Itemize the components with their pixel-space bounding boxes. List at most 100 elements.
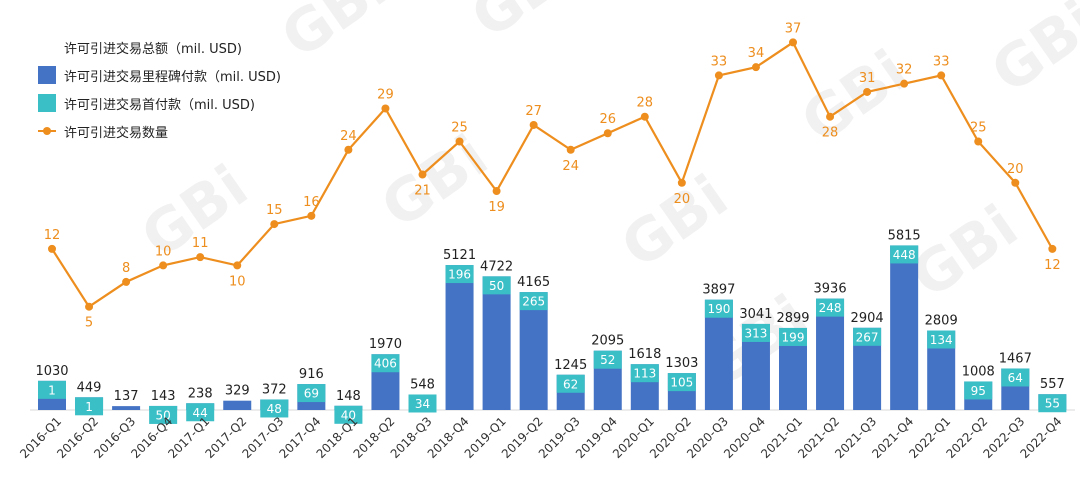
legend-label-milestone: 许可引进交易里程碑付款（mil. USD) — [64, 69, 282, 85]
legend-swatch-upfront — [38, 94, 56, 112]
upfront-bar — [593, 350, 622, 369]
legend-item-upfront: 许可引进交易首付款（mil. USD) — [38, 92, 281, 114]
total-value-label: 2899 — [776, 311, 809, 326]
count-point — [455, 137, 464, 146]
upfront-bar — [630, 364, 659, 383]
upfront-bar — [779, 327, 807, 346]
total-value-label: 3897 — [702, 283, 735, 298]
milestone-bar — [816, 298, 845, 410]
count-point — [85, 302, 94, 311]
total-value-label: 5815 — [888, 228, 921, 243]
upfront-bar — [260, 399, 289, 418]
total-value-label: 1970 — [369, 337, 402, 352]
upfront-bar — [334, 405, 363, 424]
upfront-bar — [853, 327, 882, 346]
watermark-text: GBi — [979, 0, 1080, 106]
milestone-bar — [704, 299, 733, 410]
upfront-bar — [964, 381, 993, 400]
total-value-label: 1467 — [999, 351, 1032, 366]
count-point — [974, 137, 983, 146]
upfront-value-label: 1 — [48, 383, 56, 397]
upfront-bar — [445, 265, 474, 284]
legend-swatch-total — [38, 38, 56, 56]
total-value-label: 5121 — [443, 248, 476, 263]
count-value-label: 31 — [859, 71, 876, 86]
upfront-bar — [75, 397, 104, 416]
total-value-label: 137 — [114, 389, 139, 404]
upfront-value-label: 105 — [670, 376, 693, 390]
upfront-bar — [186, 403, 215, 422]
total-value-label: 3041 — [739, 307, 772, 322]
upfront-value-label: 52 — [600, 353, 615, 367]
count-value-label: 33 — [933, 54, 950, 69]
count-point — [381, 104, 390, 113]
count-value-label: 8 — [122, 261, 130, 276]
upfront-value-label: 448 — [893, 248, 916, 262]
upfront-bar — [297, 384, 326, 403]
watermark-text: GBi — [269, 0, 400, 71]
count-point — [603, 129, 612, 138]
milestone-bar — [482, 276, 511, 410]
upfront-bar — [556, 374, 585, 393]
count-value-label: 24 — [562, 159, 579, 174]
upfront-value-label: 406 — [374, 357, 397, 371]
count-point — [233, 261, 242, 270]
watermark-text: GBi — [899, 192, 1030, 312]
upfront-value-label: 1 — [85, 400, 93, 414]
upfront-value-label: 50 — [156, 408, 171, 422]
legend-item-milestone: 许可引进交易里程碑付款（mil. USD) — [38, 64, 281, 86]
upfront-bar — [741, 323, 770, 342]
count-value-label: 26 — [599, 112, 616, 127]
upfront-bar — [927, 330, 956, 349]
upfront-bar — [816, 298, 845, 317]
total-value-label: 557 — [1040, 377, 1065, 392]
upfront-value-label: 134 — [930, 333, 953, 347]
watermark-text: GBi — [129, 152, 260, 272]
count-point — [48, 244, 56, 253]
count-value-label: 28 — [822, 126, 839, 141]
count-value-label: 32 — [896, 63, 913, 78]
total-value-label: 1030 — [35, 364, 68, 379]
legend-label-total: 许可引进交易总额（mil. USD) — [64, 41, 243, 57]
total-value-label: 1245 — [554, 358, 587, 373]
total-value-label: 548 — [410, 377, 435, 392]
upfront-bar — [704, 299, 733, 318]
count-value-label: 10 — [155, 244, 172, 259]
legend-item-total: 许可引进交易总额（mil. USD) — [38, 36, 281, 58]
count-value-label: 20 — [1007, 162, 1024, 177]
count-value-label: 29 — [377, 87, 394, 102]
watermark-text: GBi — [369, 122, 500, 242]
upfront-value-label: 69 — [304, 387, 319, 401]
upfront-value-label: 113 — [633, 367, 656, 381]
upfront-value-label: 95 — [971, 384, 986, 398]
count-point — [1011, 178, 1020, 187]
count-point — [418, 170, 427, 179]
count-point — [529, 120, 538, 129]
upfront-value-label: 34 — [415, 397, 430, 411]
upfront-bar — [1038, 394, 1067, 413]
total-value-label: 329 — [225, 384, 250, 399]
upfront-value-label: 50 — [489, 279, 504, 293]
upfront-bar — [667, 373, 696, 392]
count-value-label: 20 — [674, 192, 691, 207]
milestone-bar — [890, 245, 919, 410]
count-value-label: 28 — [637, 96, 654, 111]
upfront-value-label: 40 — [341, 408, 356, 422]
count-value-label: 34 — [748, 46, 765, 61]
count-value-label: 16 — [303, 195, 320, 210]
count-point — [714, 71, 723, 80]
count-value-label: 12 — [1044, 258, 1061, 273]
watermark-text: GBi — [609, 162, 740, 282]
upfront-value-label: 313 — [744, 326, 767, 340]
count-value-label: 37 — [785, 21, 802, 36]
count-point — [640, 112, 649, 121]
count-line-layer: 12 5 8 10 11 10 15 16 24 29 21 25 19 27 24 26 28 20 33 34 37… — [44, 21, 1061, 330]
upfront-value-label: 48 — [267, 402, 282, 416]
upfront-bar — [371, 354, 400, 373]
count-value-label: 10 — [229, 274, 246, 289]
count-point — [900, 79, 909, 88]
total-value-label: 2904 — [851, 311, 884, 326]
legend-label-upfront: 许可引进交易首付款（mil. USD) — [64, 97, 256, 113]
total-value-label: 4722 — [480, 259, 513, 274]
